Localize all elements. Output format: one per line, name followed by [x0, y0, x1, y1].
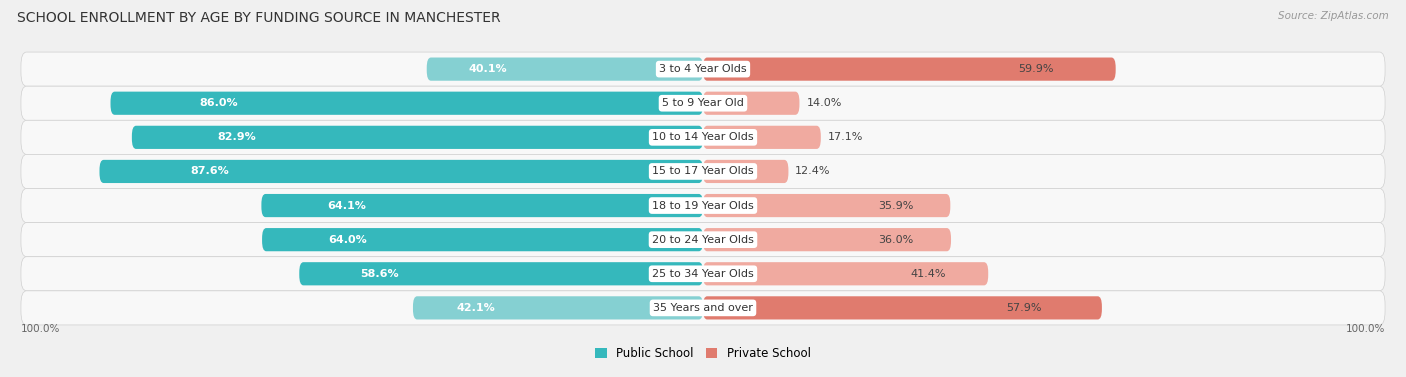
FancyBboxPatch shape [299, 262, 703, 285]
FancyBboxPatch shape [703, 92, 800, 115]
Text: 100.0%: 100.0% [21, 324, 60, 334]
FancyBboxPatch shape [262, 228, 703, 251]
Text: Source: ZipAtlas.com: Source: ZipAtlas.com [1278, 11, 1389, 21]
FancyBboxPatch shape [703, 296, 1102, 319]
Text: SCHOOL ENROLLMENT BY AGE BY FUNDING SOURCE IN MANCHESTER: SCHOOL ENROLLMENT BY AGE BY FUNDING SOUR… [17, 11, 501, 25]
FancyBboxPatch shape [21, 155, 1385, 188]
Text: 42.1%: 42.1% [457, 303, 495, 313]
Text: 100.0%: 100.0% [1346, 324, 1385, 334]
FancyBboxPatch shape [413, 296, 703, 319]
FancyBboxPatch shape [703, 262, 988, 285]
Text: 5 to 9 Year Old: 5 to 9 Year Old [662, 98, 744, 108]
FancyBboxPatch shape [21, 291, 1385, 325]
Text: 86.0%: 86.0% [200, 98, 238, 108]
FancyBboxPatch shape [703, 228, 950, 251]
FancyBboxPatch shape [703, 160, 789, 183]
Text: 82.9%: 82.9% [218, 132, 256, 143]
Text: 40.1%: 40.1% [468, 64, 506, 74]
FancyBboxPatch shape [21, 120, 1385, 155]
Text: 20 to 24 Year Olds: 20 to 24 Year Olds [652, 234, 754, 245]
Legend: Public School, Private School: Public School, Private School [595, 347, 811, 360]
Text: 12.4%: 12.4% [796, 166, 831, 176]
Text: 3 to 4 Year Olds: 3 to 4 Year Olds [659, 64, 747, 74]
Text: 15 to 17 Year Olds: 15 to 17 Year Olds [652, 166, 754, 176]
Text: 35 Years and over: 35 Years and over [652, 303, 754, 313]
FancyBboxPatch shape [427, 58, 703, 81]
Text: 17.1%: 17.1% [828, 132, 863, 143]
FancyBboxPatch shape [21, 188, 1385, 222]
Text: 14.0%: 14.0% [807, 98, 842, 108]
FancyBboxPatch shape [703, 58, 1116, 81]
FancyBboxPatch shape [100, 160, 703, 183]
Text: 36.0%: 36.0% [879, 234, 914, 245]
FancyBboxPatch shape [262, 194, 703, 217]
FancyBboxPatch shape [21, 86, 1385, 120]
Text: 35.9%: 35.9% [877, 201, 914, 211]
FancyBboxPatch shape [703, 126, 821, 149]
Text: 57.9%: 57.9% [1007, 303, 1042, 313]
Text: 18 to 19 Year Olds: 18 to 19 Year Olds [652, 201, 754, 211]
Text: 58.6%: 58.6% [360, 269, 398, 279]
Text: 10 to 14 Year Olds: 10 to 14 Year Olds [652, 132, 754, 143]
Text: 41.4%: 41.4% [910, 269, 945, 279]
FancyBboxPatch shape [21, 52, 1385, 86]
Text: 59.9%: 59.9% [1018, 64, 1053, 74]
FancyBboxPatch shape [21, 257, 1385, 291]
FancyBboxPatch shape [111, 92, 703, 115]
Text: 64.0%: 64.0% [328, 234, 367, 245]
Text: 64.1%: 64.1% [328, 201, 367, 211]
Text: 87.6%: 87.6% [190, 166, 229, 176]
FancyBboxPatch shape [132, 126, 703, 149]
FancyBboxPatch shape [703, 194, 950, 217]
FancyBboxPatch shape [21, 222, 1385, 257]
Text: 25 to 34 Year Olds: 25 to 34 Year Olds [652, 269, 754, 279]
